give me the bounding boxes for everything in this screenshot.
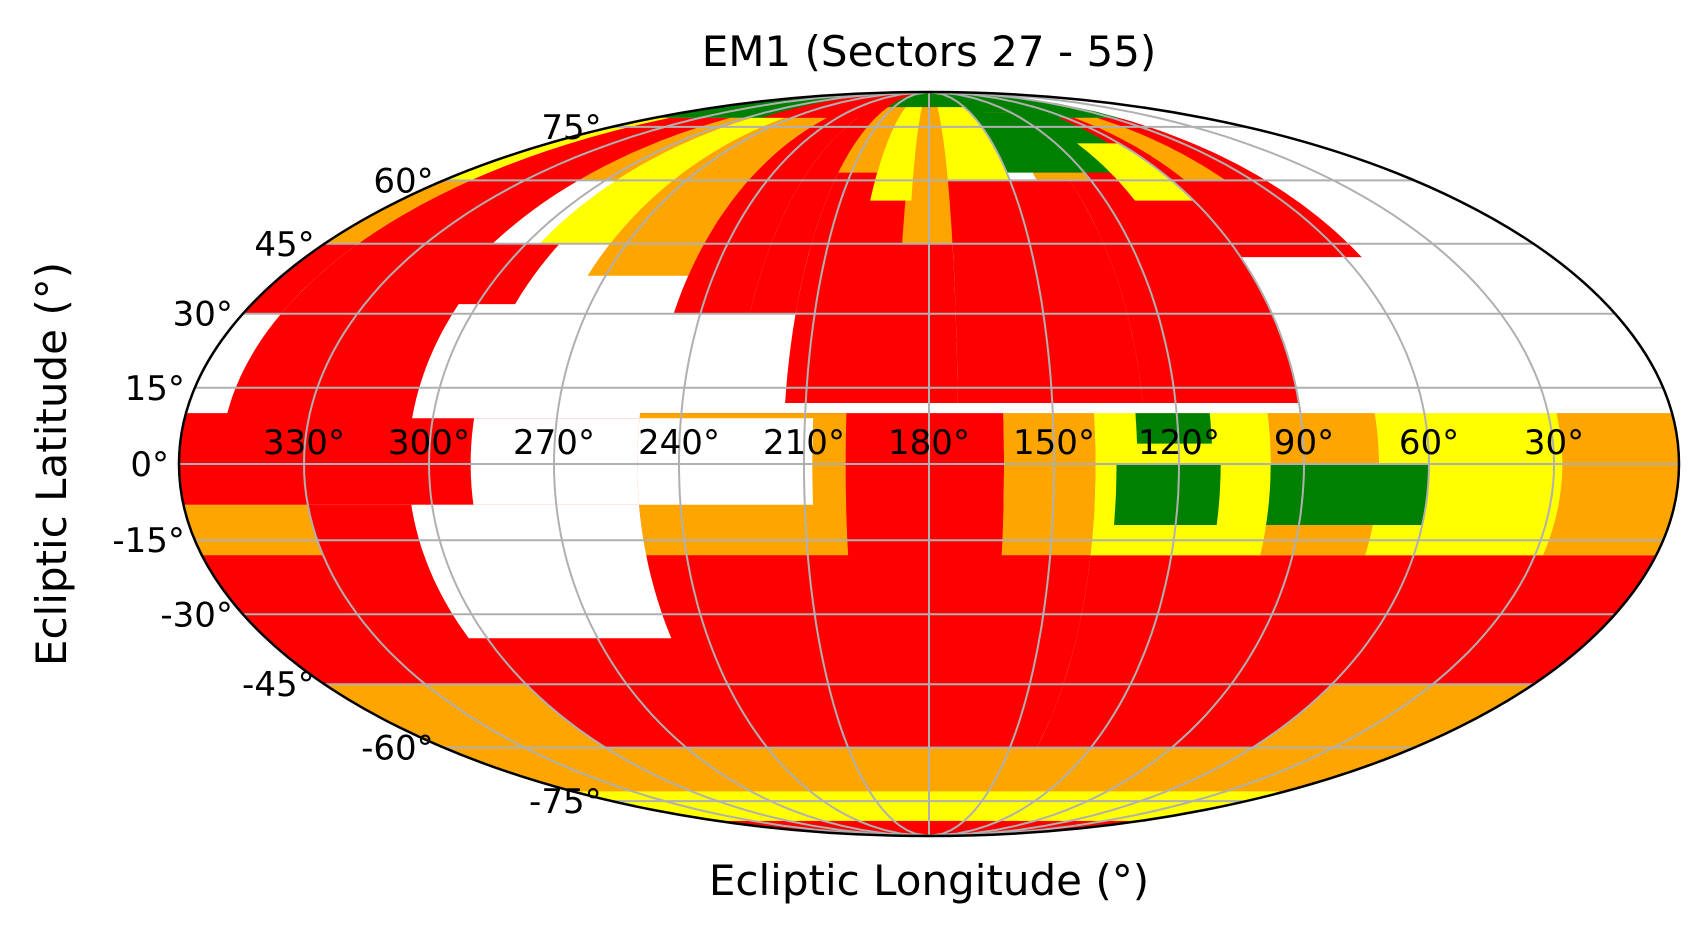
coverage-region-42: [1266, 464, 1429, 525]
coverage-gap-0: [412, 304, 666, 419]
coverage-region-35: [845, 413, 1004, 556]
lon-tick-label-180: 180°: [888, 423, 970, 463]
lat-tick-label-45: 45°: [254, 225, 314, 265]
lon-tick-label-60: 60°: [1399, 423, 1459, 463]
coverage-region-14: [443, 117, 670, 181]
coverage-region-5: [749, 92, 929, 314]
coverage-region-43: [1135, 413, 1212, 444]
lon-tick-label-240: 240°: [638, 423, 720, 463]
longitude-tick-labels: 330° 300° 270° 240° 210° 180° 150° 120° 90° 60° 30…: [263, 423, 1584, 463]
lon-tick-label-300: 300°: [388, 423, 470, 463]
lon-tick-label-270: 270°: [513, 423, 595, 463]
coverage-region-34: [183, 504, 324, 556]
coverage-region-10: [281, 117, 700, 314]
coverage-gap-3: [470, 418, 640, 505]
lat-tick-label--45: -45°: [242, 665, 315, 705]
coverage-region-3: [673, 92, 929, 314]
lon-tick-label-30: 30°: [1524, 423, 1584, 463]
coverage-region-47: [324, 684, 606, 748]
coverage-region-20: [838, 107, 906, 173]
coverage-gap-4: [929, 92, 1669, 403]
chart-title: EM1 (Sectors 27 - 55): [702, 27, 1157, 76]
coverage-region-27: [1076, 143, 1194, 201]
coverage-region-40: [1543, 413, 1679, 556]
coverage-gap-2: [411, 504, 672, 639]
lat-tick-label-30: 30°: [173, 295, 233, 335]
coverage-region-46: [1252, 684, 1534, 748]
coverage-gaps: [411, 92, 1669, 639]
coverage-region-19: [870, 107, 922, 201]
lon-tick-label-150: 150°: [1013, 423, 1095, 463]
lat-tick-label-60: 60°: [373, 161, 433, 201]
coverage-region-15: [324, 180, 471, 244]
coverage-region-41: [1114, 464, 1221, 525]
lon-tick-label-120: 120°: [1138, 423, 1220, 463]
y-axis-label: Ecliptic Latitude (°): [27, 262, 76, 666]
lat-tick-label-75: 75°: [541, 108, 601, 148]
lat-tick-label--15: -15°: [112, 521, 185, 561]
coverage-region-4: [760, 92, 929, 118]
coverage-region-24: [1008, 117, 1299, 404]
lat-tick-label--75: -75°: [529, 782, 602, 822]
coverage-region-23: [947, 180, 1143, 403]
coverage-region-29: [1074, 117, 1226, 181]
coverage-gap-1: [637, 418, 814, 505]
sky-outline: [177, 90, 1681, 838]
coverage-region-36: [1001, 413, 1096, 556]
latitude-tick-labels: 75° 60° 45° 30° 15° 0° -15° -30°-45° -60° -75°: [112, 108, 601, 822]
lon-tick-label-330: 330°: [263, 423, 345, 463]
lat-tick-label--30: -30°: [160, 595, 233, 635]
lat-tick-label-15: 15°: [125, 369, 185, 409]
lon-tick-label-210: 210°: [763, 423, 845, 463]
coverage-region-28: [1066, 117, 1362, 258]
coverage-region-21: [937, 107, 1010, 181]
lon-tick-label-90: 90°: [1274, 423, 1334, 463]
coverage-region-6: [587, 117, 827, 276]
coverage-region-16: [242, 243, 359, 314]
lat-tick-label--60: -60°: [361, 729, 434, 769]
lat-tick-label-0: 0°: [130, 445, 169, 485]
x-axis-label: Ecliptic Longitude (°): [709, 856, 1149, 905]
